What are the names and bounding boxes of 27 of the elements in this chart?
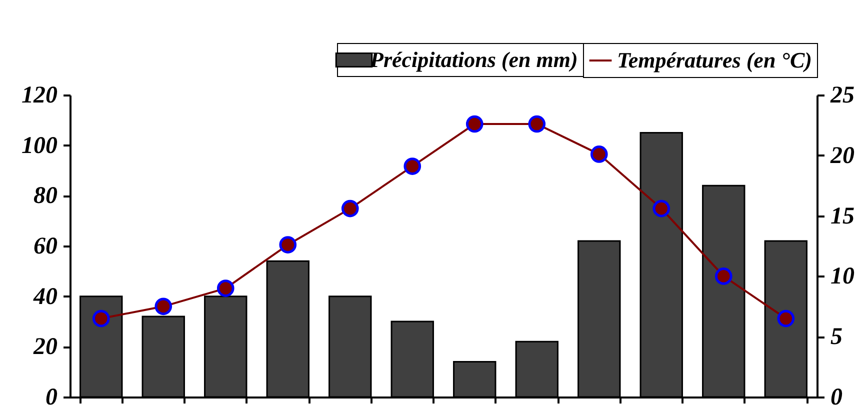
point: [341, 200, 359, 218]
legend-label: Précipitations (en mm): [369, 47, 578, 72]
y2-tick-label: 20: [830, 142, 854, 169]
y2-tick-label: 5: [830, 324, 842, 350]
y-tick-label: 80: [34, 183, 58, 210]
y-tick-label: 40: [32, 284, 58, 310]
point: [466, 115, 484, 133]
y-tick-label: 60: [34, 234, 58, 260]
y2-tick-label: 25: [830, 82, 854, 108]
point: [714, 268, 732, 285]
y2-tick-label: 0: [830, 384, 842, 406]
point: [404, 158, 422, 175]
point: [777, 310, 795, 328]
legend-label: Températures (en °C): [617, 48, 812, 72]
point: [92, 310, 110, 328]
point: [279, 236, 297, 254]
y2-tick-label: 10: [830, 264, 854, 290]
point: [216, 280, 234, 297]
y2-tick-label: 15: [830, 203, 854, 230]
y-tick-label: 120: [22, 82, 58, 108]
y-tick-label: 100: [22, 132, 58, 159]
point: [528, 115, 546, 133]
point: [590, 146, 608, 163]
y-tick-label: 0: [46, 384, 58, 406]
point: [652, 200, 670, 218]
y-tick-label: 20: [32, 334, 58, 360]
point: [154, 298, 172, 316]
